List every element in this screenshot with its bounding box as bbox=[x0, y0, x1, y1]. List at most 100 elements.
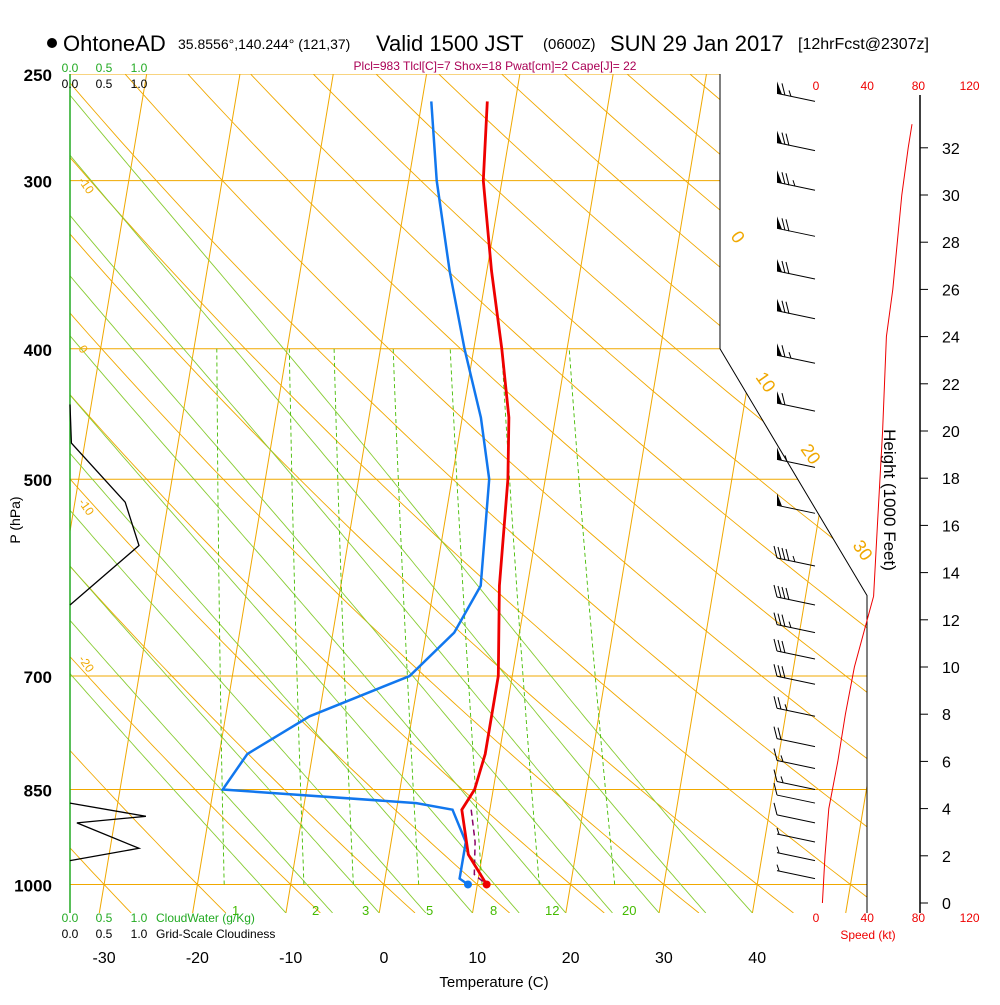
temperature-tick-label: 40 bbox=[748, 950, 766, 967]
wind-barb-flag bbox=[777, 493, 782, 506]
wind-barb bbox=[777, 343, 815, 363]
dry-adiabat bbox=[476, 50, 1000, 913]
pressure-tick-label: 400 bbox=[24, 341, 52, 360]
mixing-ratio-line bbox=[569, 349, 615, 885]
wind-barb bbox=[777, 865, 815, 879]
pressure-tick-label: 500 bbox=[24, 471, 52, 490]
cloud-water-tick-top: 0.0 bbox=[62, 61, 79, 75]
wind-barb bbox=[774, 613, 815, 633]
isotherm-line bbox=[566, 74, 707, 913]
moist-adiabat bbox=[0, 50, 473, 913]
speed-tick-bottom: 0 bbox=[813, 911, 820, 925]
isotherm-label: 30 bbox=[849, 536, 877, 564]
cloud-water-tick-top: 1.0 bbox=[131, 61, 148, 75]
wind-barb-half bbox=[777, 865, 779, 871]
cloudiness-label: Grid-Scale Cloudiness bbox=[156, 927, 275, 941]
wind-barb bbox=[774, 639, 815, 659]
wind-barb bbox=[777, 299, 815, 319]
speed-tick-bottom: 80 bbox=[912, 911, 926, 925]
cloud-water-tick-bottom: 1.0 bbox=[131, 911, 148, 925]
mixing-ratio-line bbox=[289, 349, 304, 885]
height-tick-label: 8 bbox=[942, 707, 951, 724]
cloud-water-tick-bottom: 0.5 bbox=[96, 911, 113, 925]
height-tick-label: 2 bbox=[942, 849, 951, 866]
dry-adiabat bbox=[0, 50, 888, 913]
moist-adiabat bbox=[33, 50, 752, 913]
plot-frame bbox=[720, 74, 867, 913]
cloud-water-tick-bottom: 0.0 bbox=[62, 911, 79, 925]
dry-adiabat bbox=[848, 50, 1000, 913]
valid-date: SUN 29 Jan 2017 bbox=[610, 31, 784, 56]
wind-barb-full bbox=[774, 727, 777, 739]
wind-barb-full bbox=[778, 728, 781, 740]
wind-barb-full bbox=[782, 345, 785, 357]
wind-barb-full bbox=[786, 134, 789, 146]
wind-barb-staff bbox=[777, 93, 815, 101]
isotherm-label: -10 bbox=[76, 174, 98, 197]
wind-barb-flag bbox=[777, 299, 782, 312]
dry-adiabat bbox=[600, 50, 1000, 913]
height-tick-label: 10 bbox=[942, 660, 960, 677]
speed-tick-top: 40 bbox=[861, 79, 875, 93]
wind-barb-full bbox=[782, 548, 785, 560]
speed-axis-label: Speed (kt) bbox=[840, 928, 895, 942]
wind-barb-full bbox=[782, 172, 785, 184]
isotherm-label: 10 bbox=[752, 368, 780, 396]
isotherm-label: -10 bbox=[76, 496, 98, 519]
speed-tick-top: 0 bbox=[813, 79, 820, 93]
height-axis-title: Height (1000 Feet) bbox=[880, 429, 899, 571]
speed-tick-bottom: 120 bbox=[960, 911, 980, 925]
wind-barb-staff bbox=[777, 795, 815, 803]
station-marker-icon bbox=[47, 38, 57, 48]
temperature-tick-label: 20 bbox=[562, 950, 580, 967]
wind-barb-flag bbox=[777, 216, 782, 229]
wind-barb-flag bbox=[777, 391, 782, 404]
speed-tick-top: 80 bbox=[912, 79, 926, 93]
wind-barb-staff bbox=[777, 676, 815, 684]
pressure-tick-label: 250 bbox=[24, 66, 52, 85]
height-tick-label: 16 bbox=[942, 518, 960, 535]
wind-barb-staff bbox=[777, 505, 815, 513]
cloudiness-tick-top: 0.0 bbox=[62, 77, 79, 91]
plot-inner bbox=[0, 50, 1000, 913]
forecast-label: [12hrFcst@2307z] bbox=[798, 36, 929, 53]
wind-barb-full bbox=[778, 547, 781, 559]
wind-barb-staff bbox=[777, 834, 815, 842]
mixing-ratio-label: 5 bbox=[426, 903, 433, 918]
isotherm-label: -20 bbox=[76, 653, 98, 676]
wind-barb-staff bbox=[777, 271, 815, 279]
wind-barb-staff bbox=[777, 815, 815, 823]
dry-adiabat bbox=[42, 50, 983, 913]
height-tick-label: 4 bbox=[942, 802, 951, 819]
wind-barb-full bbox=[782, 615, 785, 627]
wind-barb bbox=[774, 585, 815, 605]
wind-barb-full bbox=[774, 639, 777, 651]
station-title: OhtoneAD bbox=[63, 31, 166, 56]
wind-barb-full bbox=[786, 262, 789, 274]
wind-barb-full bbox=[782, 587, 785, 599]
dry-adiabat bbox=[0, 50, 793, 913]
valid-zulu: (0600Z) bbox=[543, 36, 596, 53]
dry-adiabat bbox=[0, 50, 415, 913]
wind-barb-flag bbox=[777, 343, 782, 356]
mixing-ratio-label: 3 bbox=[362, 903, 369, 918]
dry-adiabat bbox=[166, 50, 1000, 913]
wind-barb-staff bbox=[777, 403, 815, 411]
wind-barb-full bbox=[782, 393, 785, 405]
wind-barb bbox=[774, 783, 815, 803]
dry-adiabat bbox=[0, 50, 131, 913]
height-tick-label: 28 bbox=[942, 235, 960, 252]
x-axis-title: Temperature (C) bbox=[439, 974, 548, 991]
wind-barb bbox=[774, 769, 815, 789]
mixing-ratio-label: 20 bbox=[622, 903, 636, 918]
dry-adiabat bbox=[0, 50, 510, 913]
wind-barb-full bbox=[782, 641, 785, 653]
height-tick-label: 26 bbox=[942, 282, 960, 299]
wind-barb bbox=[777, 391, 815, 411]
wind-barb-full bbox=[774, 696, 777, 708]
wind-barb-full bbox=[782, 83, 785, 95]
cloudiness-tick-top: 1.0 bbox=[131, 77, 148, 91]
